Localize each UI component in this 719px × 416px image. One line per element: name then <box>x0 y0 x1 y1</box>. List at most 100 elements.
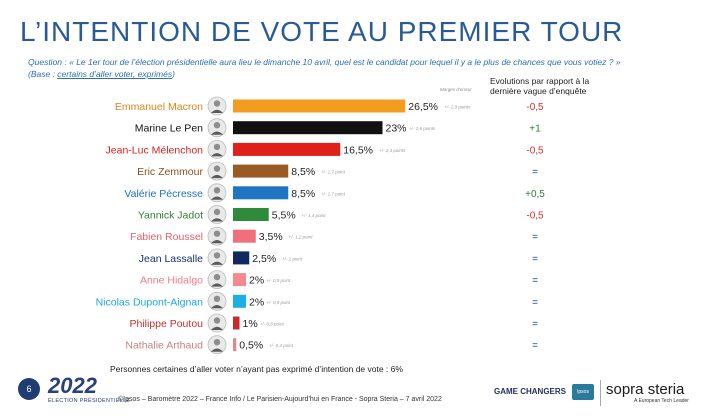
avatar-head-icon <box>213 122 221 129</box>
margin-of-error: +/- 0,9 point <box>266 278 291 283</box>
avatar-body-icon <box>211 261 223 265</box>
value-label: 26,5% <box>408 101 438 113</box>
avatar-head-icon <box>213 100 221 107</box>
avatar-head-icon <box>213 252 221 259</box>
value-label: 3,5% <box>259 231 283 243</box>
avatar-body-icon <box>211 326 223 330</box>
avatar-body-icon <box>211 283 223 287</box>
bar <box>233 99 406 113</box>
bar <box>233 338 237 352</box>
avatar-head-icon <box>213 295 221 302</box>
margin-of-error: +/- 2,9 points <box>444 105 471 110</box>
bar <box>233 251 250 265</box>
sopra-steria-logo: sopra steria <box>606 381 685 398</box>
candidate-name: Yannick Jadot <box>138 210 203 222</box>
avatar-head-icon <box>213 230 221 237</box>
evolution-value: -0,5 <box>526 145 544 156</box>
logo-subtitle: ÉLECTION PRÉSIDENTIELLE <box>48 398 131 404</box>
logo-text: 2022 <box>48 373 97 398</box>
candidate-name: Philippe Poutou <box>129 318 203 330</box>
value-label: 16,5% <box>343 144 373 156</box>
bar <box>233 294 246 308</box>
value-label: 2% <box>249 275 264 287</box>
avatar-body-icon <box>211 218 223 222</box>
avatar-head-icon <box>213 208 221 216</box>
margin-of-error: +/- 0,6 point <box>260 322 285 327</box>
election-2022-logo: 2022 <box>48 373 97 399</box>
logo-divider <box>600 380 601 406</box>
source-text: ©Ipsos – Baromètre 2022 – France Info / … <box>118 396 442 403</box>
avatar-head-icon <box>213 143 221 151</box>
avatar-body-icon <box>211 348 223 352</box>
candidate-name: Jean-Luc Mélenchon <box>106 144 204 156</box>
value-label: 2,5% <box>252 253 276 265</box>
game-changers-text: GAME CHANGERS <box>494 387 567 396</box>
evolution-value: = <box>532 341 538 352</box>
avatar-body-icon <box>211 305 223 309</box>
evolution-value: -0,5 <box>526 211 544 222</box>
avatar-body-icon <box>211 153 223 157</box>
candidate-name: Anne Hidalgo <box>140 275 203 287</box>
value-label: 23% <box>386 123 407 135</box>
candidate-name: Nicolas Dupont-Aignan <box>96 296 204 308</box>
base-suffix: ) <box>172 69 175 79</box>
evolution-value: = <box>532 319 538 330</box>
ipsos-logo: Ipsos <box>572 384 594 400</box>
bar <box>233 142 341 156</box>
avatar-body-icon <box>211 131 223 135</box>
bar <box>233 121 383 135</box>
candidate-name: Emmanuel Macron <box>115 101 203 113</box>
margin-of-error: +/- 0,9 point <box>266 300 291 305</box>
page-number: 6 <box>18 378 40 400</box>
evolution-value: = <box>532 232 538 243</box>
evolution-value: = <box>532 167 538 178</box>
evolution-value: +0,5 <box>525 189 545 200</box>
bar <box>233 229 256 243</box>
bar <box>233 186 289 200</box>
candidate-name: Marine Le Pen <box>135 123 203 135</box>
candidate-name: Fabien Roussel <box>130 231 203 243</box>
candidate-name: Valérie Pécresse <box>124 188 203 200</box>
margin-of-error: +/- 1,7 point <box>321 170 346 175</box>
bar <box>233 164 289 178</box>
avatar-body-icon <box>211 239 223 244</box>
page-title: L’INTENTION DE VOTE AU PREMIER TOUR <box>20 16 624 47</box>
base-prefix: (Base : <box>28 69 58 79</box>
margin-of-error: +/- 1 point <box>282 256 303 261</box>
avatar-body-icon <box>211 174 223 179</box>
value-label: 5,5% <box>272 210 296 222</box>
candidate-name: Nathalie Arthaud <box>125 340 203 352</box>
margin-header: Marges d’erreur <box>440 87 472 92</box>
question-text: Question : « Le 1er tour de l’élection p… <box>28 57 621 67</box>
bar <box>233 273 246 287</box>
avatar-head-icon <box>213 317 221 324</box>
bar <box>233 316 240 330</box>
margin-of-error: +/- 1,2 point <box>289 235 314 240</box>
value-label: 0,5% <box>239 340 263 352</box>
base-link[interactable]: certains d’aller voter, exprimés <box>57 69 173 79</box>
avatar-head-icon <box>213 339 221 346</box>
bar <box>233 208 269 221</box>
avatar-body-icon <box>211 109 223 113</box>
margin-of-error: +/- 1,7 point <box>321 191 346 196</box>
margin-of-error: +/- 0,4 point <box>269 343 294 348</box>
evolution-value: -0,5 <box>526 102 544 113</box>
evolution-value: = <box>532 276 538 287</box>
avatar-head-icon <box>213 165 221 172</box>
margin-of-error: +/- 1,4 point <box>302 213 327 218</box>
question-base: (Base : certains d’aller voter, exprimés… <box>28 69 175 79</box>
candidate-name: Jean Lassalle <box>139 253 203 265</box>
evolution-value: = <box>532 297 538 308</box>
avatar-body-icon <box>211 196 223 200</box>
avatar-head-icon <box>213 273 221 281</box>
evolution-value: = <box>532 254 538 265</box>
margin-of-error: +/- 2,3 points <box>379 148 406 153</box>
value-label: 8,5% <box>291 166 315 178</box>
margin-of-error: +/- 2,6 points <box>409 126 436 131</box>
candidate-name: Eric Zemmour <box>137 166 203 178</box>
evolution-header: Evolutions par rapport à la dernière vag… <box>490 76 590 96</box>
value-label: 1% <box>243 318 258 330</box>
avatar-head-icon <box>213 187 221 194</box>
value-label: 2% <box>249 296 264 308</box>
